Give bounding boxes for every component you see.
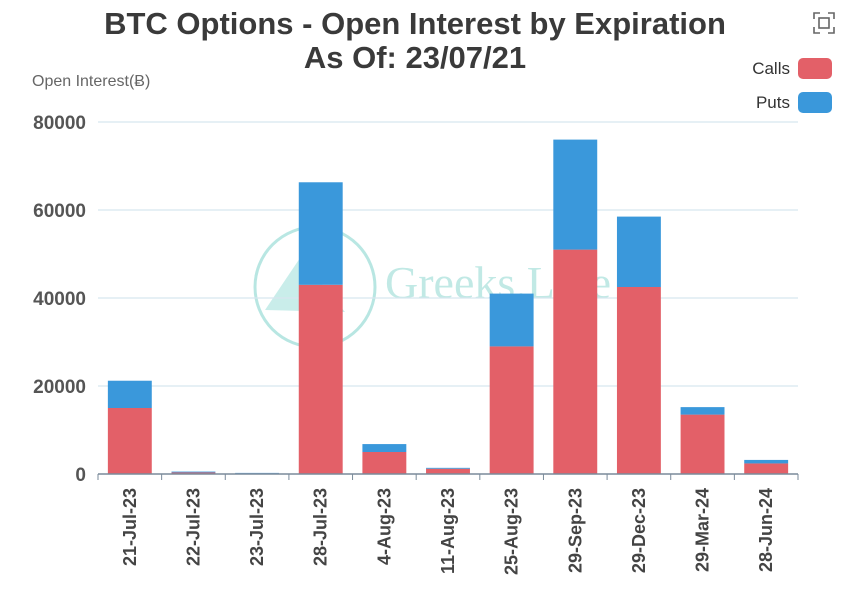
chart-title: BTC Options - Open Interest by Expiratio… [104,6,726,41]
bar-puts[interactable] [362,444,407,452]
legend-swatch-calls [798,58,832,79]
x-tick-label: 29-Sep-23 [565,488,585,573]
bar-puts[interactable] [171,471,216,473]
chart-subtitle: As Of: 23/07/21 [303,40,527,75]
bar-calls[interactable] [426,468,470,474]
y-tick-label: 80000 [33,113,86,134]
legend-swatch-puts [798,92,832,113]
x-tick-label: 22-Jul-23 [183,488,203,566]
x-tick-label: 25-Aug-23 [502,488,522,575]
bar-calls[interactable] [553,249,598,474]
bar-puts[interactable] [616,216,661,287]
y-tick-label: 60000 [33,201,86,222]
y-axis-label: Open Interest(Ƀ) [32,73,151,90]
y-tick-label: 0 [75,465,86,486]
bar-calls[interactable] [362,452,407,474]
legend-item-puts[interactable]: Puts [756,92,832,113]
bar-calls[interactable] [489,346,534,474]
x-tick-label: 28-Jul-23 [311,488,331,566]
x-tick-label: 11-Aug-23 [438,488,458,574]
y-tick-label: 20000 [33,377,86,398]
legend-item-calls[interactable]: Calls [752,58,832,79]
x-tick-label: 29-Mar-24 [693,488,713,572]
bar-calls[interactable] [171,472,216,474]
bar-calls[interactable] [744,463,789,474]
bar-calls[interactable] [107,408,152,474]
bar-calls[interactable] [298,284,343,474]
bar-puts[interactable] [744,459,789,464]
bar-puts[interactable] [489,293,534,347]
x-tick-label: 23-Jul-23 [247,488,267,566]
bar-puts[interactable] [426,467,470,469]
bar-puts[interactable] [553,139,598,250]
bar-puts[interactable] [107,380,152,408]
x-tick-label: 21-Jul-23 [120,488,140,566]
x-tick-label: 28-Jun-24 [756,488,776,572]
legend-label-calls: Calls [752,58,790,78]
x-tick-label: 29-Dec-23 [629,488,649,573]
x-tick-label: 4-Aug-23 [374,488,394,565]
fullscreen-icon[interactable] [813,12,835,34]
bar-calls[interactable] [680,414,725,474]
y-tick-label: 40000 [33,289,86,310]
bar-puts[interactable] [680,407,725,415]
legend-label-puts: Puts [755,92,790,112]
bar-puts[interactable] [298,182,343,285]
bar-calls[interactable] [616,287,661,474]
